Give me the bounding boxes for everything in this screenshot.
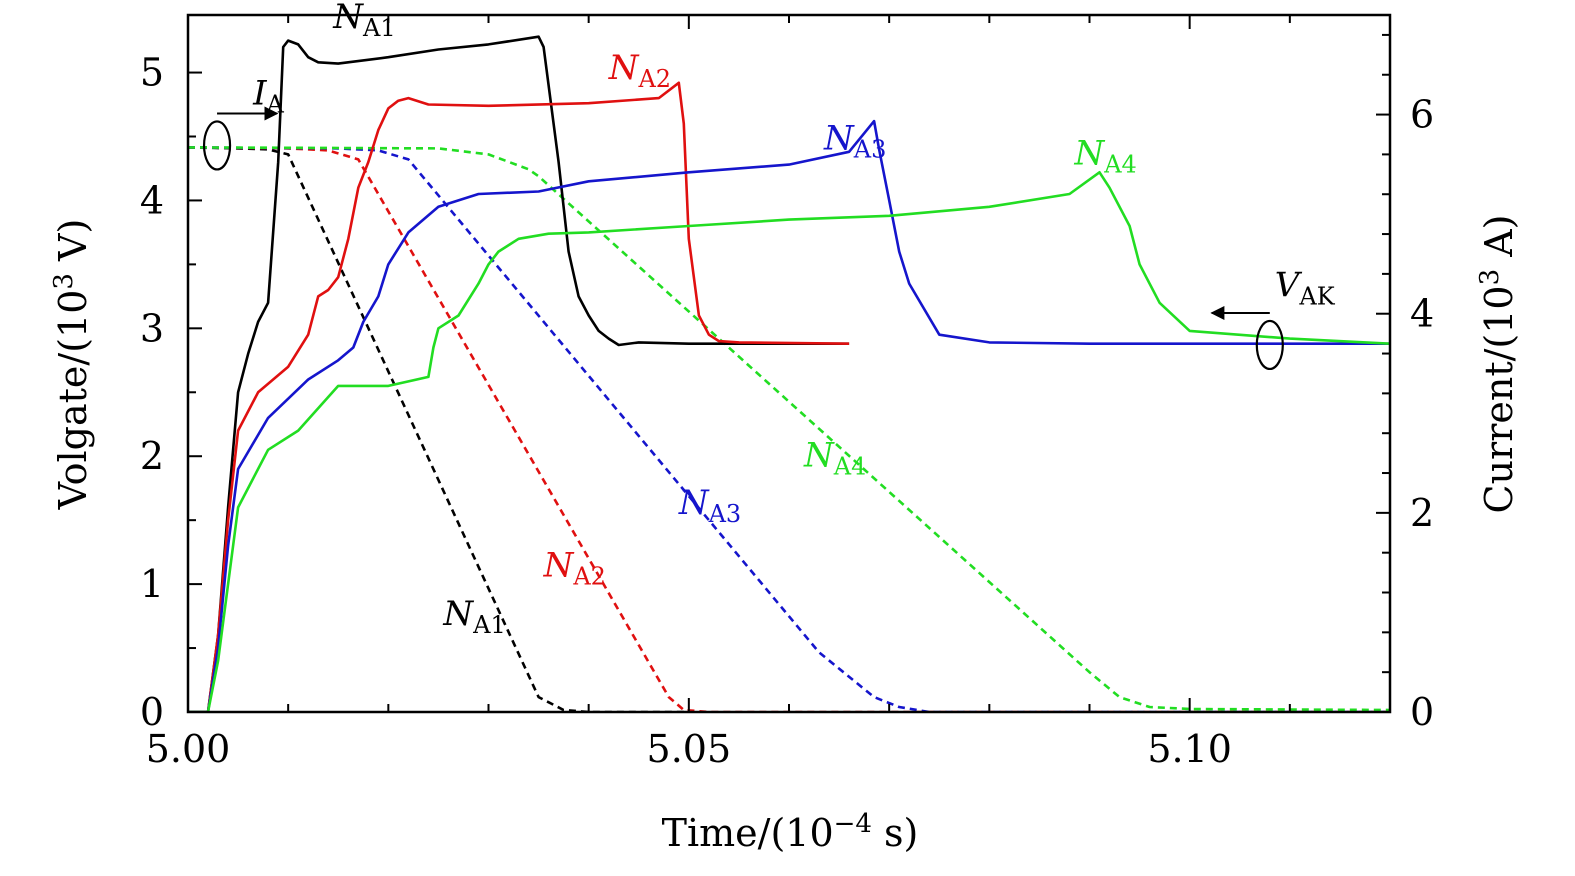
- series-label: NA1: [332, 0, 395, 42]
- y-left-tick-label: 2: [140, 434, 164, 478]
- series-label: IA: [252, 74, 284, 119]
- voltage-line-n-a1: [188, 35, 850, 712]
- plot-frame: [186, 13, 1392, 714]
- current-line-n-a2: [188, 146, 1390, 712]
- x-tick-label: 5.05: [647, 727, 732, 771]
- y-right-tick-label: 6: [1410, 93, 1434, 137]
- x-tick-label: 5.00: [146, 727, 231, 771]
- series-label: NA2: [608, 48, 671, 93]
- x-axis-title: Time/(10−4 s): [662, 809, 919, 855]
- series-label: NA3: [823, 118, 886, 163]
- y-axis-left-title: Volgate/(103 V): [49, 219, 95, 511]
- y-left-tick-label: 0: [140, 690, 164, 734]
- current-axis-indicator-icon: [202, 120, 232, 171]
- voltage-line-n-a2: [188, 81, 850, 712]
- voltage-line-n-a3: [188, 119, 1390, 712]
- y-left-tick-label: 5: [140, 51, 164, 95]
- axis-indicators: [202, 106, 1284, 371]
- series-label: NA3: [678, 483, 741, 528]
- current-line-n-a3: [188, 146, 1390, 712]
- x-tick-label: 5.10: [1147, 727, 1232, 771]
- current-line-n-a4: [188, 146, 1390, 712]
- annotations: NA1 NA2 NA3 NA4 NA4 NA3 NA2 NA1 IA VAK: [252, 0, 1336, 639]
- plot-border: [186, 13, 1392, 714]
- plot-lines: [188, 35, 1390, 712]
- voltage-line-n-a4: [188, 171, 1390, 712]
- y-left-tick-label: 1: [140, 562, 164, 606]
- series-label: NA2: [543, 545, 606, 590]
- series-label: VAK: [1275, 265, 1336, 310]
- y-left-tick-label: 4: [140, 178, 164, 222]
- series-label: NA4: [1073, 134, 1136, 179]
- y-right-tick-label: 2: [1410, 491, 1434, 535]
- y-left-tick-label: 3: [140, 306, 164, 350]
- y-right-tick-label: 0: [1410, 690, 1434, 734]
- series-label: NA4: [803, 435, 866, 480]
- y-axis-right-title: Current/(103 A): [1475, 215, 1521, 514]
- axis-ticks: 5.00 5.05 5.10 0 1 2 3 4 5 0 2 4 6: [140, 15, 1434, 771]
- series-label: NA1: [442, 594, 505, 639]
- y-right-tick-label: 4: [1410, 292, 1434, 336]
- voltage-axis-indicator-icon: [1255, 319, 1284, 371]
